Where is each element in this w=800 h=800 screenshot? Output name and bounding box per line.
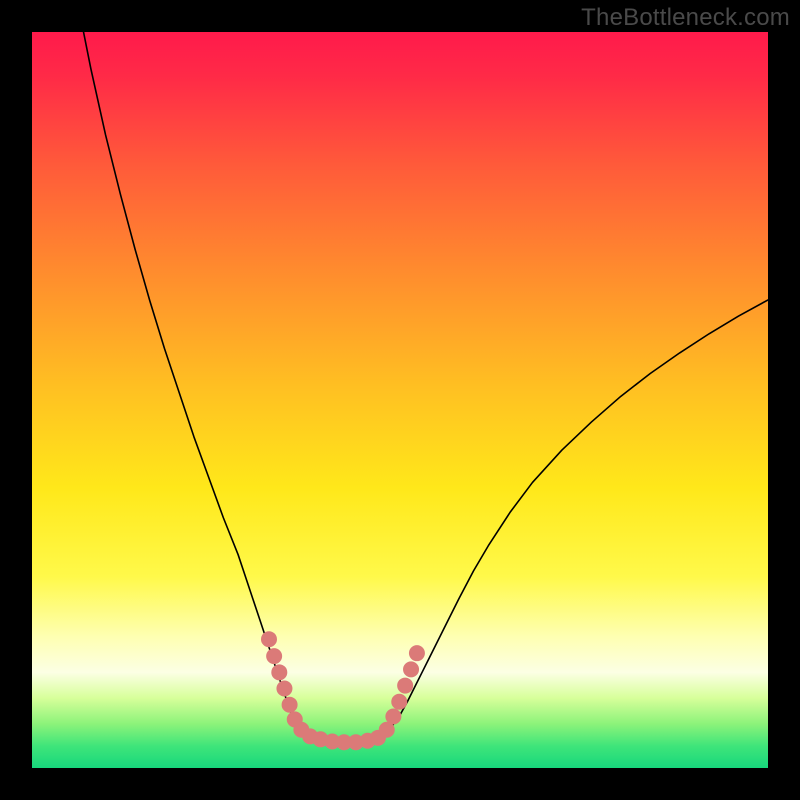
marker-dot <box>272 665 287 680</box>
watermark-text: TheBottleneck.com <box>581 4 790 32</box>
gradient-background <box>32 32 768 768</box>
marker-dot <box>398 678 413 693</box>
marker-dot <box>261 632 276 647</box>
outer-frame: TheBottleneck.com <box>0 0 800 800</box>
marker-dot <box>282 697 297 712</box>
marker-dot <box>386 709 401 724</box>
marker-dot <box>404 662 419 677</box>
plot-area <box>32 32 768 768</box>
chart-svg <box>32 32 768 768</box>
marker-dot <box>379 722 394 737</box>
marker-dot <box>277 681 292 696</box>
marker-dot <box>409 646 424 661</box>
marker-dot <box>267 649 282 664</box>
marker-dot <box>392 694 407 709</box>
